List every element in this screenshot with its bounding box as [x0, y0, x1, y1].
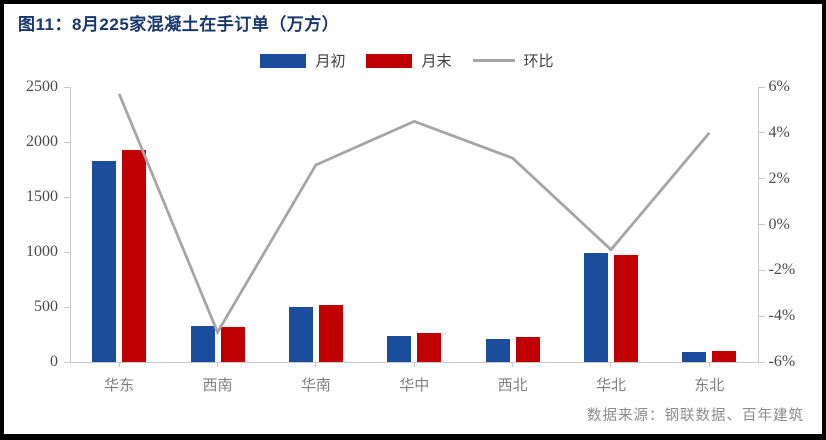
bar-月末-6	[712, 351, 737, 362]
y-right-label: 0%	[768, 215, 790, 233]
category-label-3: 华中	[399, 378, 430, 394]
category-label-0: 华东	[104, 378, 135, 394]
bar-月末-0	[122, 149, 147, 362]
y-right-label: -4%	[768, 307, 796, 325]
category-label-6: 东北	[694, 378, 725, 394]
x-tick	[512, 362, 514, 367]
y-right-label: 6%	[768, 78, 790, 95]
bar-月末-1	[220, 327, 245, 362]
y-right-tick	[758, 361, 765, 363]
legend-line-swatch-2	[472, 59, 515, 62]
x-tick	[708, 362, 710, 367]
y-left-label: 1000	[26, 243, 58, 260]
category-label-2: 华南	[300, 378, 331, 394]
y-right-label: -6%	[768, 353, 796, 370]
bar-月初-5	[583, 253, 608, 362]
category-label-5: 华北	[595, 378, 626, 394]
y-left-tick	[64, 196, 70, 198]
y-left-label: 2000	[26, 133, 58, 150]
y-left-tick	[64, 141, 70, 143]
bar-月初-2	[288, 307, 313, 362]
source-note: 数据来源：钢联数据、百年建筑	[587, 408, 804, 424]
bar-月末-5	[613, 255, 638, 362]
bar-月末-4	[515, 337, 540, 362]
y-right-label: 2%	[768, 169, 790, 187]
y-left-label: 500	[34, 298, 58, 315]
y-left-tick	[64, 306, 70, 308]
bar-月初-1	[190, 325, 215, 362]
legend-label-0: 月初	[315, 54, 346, 70]
legend-swatch-0	[260, 53, 307, 68]
y-left-tick	[64, 251, 70, 253]
y-left-label: 1500	[26, 188, 58, 205]
x-tick	[217, 362, 219, 367]
legend-label-2: 环比	[523, 54, 554, 70]
category-label-1: 西南	[202, 378, 233, 394]
legend: 月初 月末 环比	[0, 50, 826, 71]
bar-月初-6	[682, 352, 707, 362]
x-tick	[315, 362, 317, 367]
y-left-tick	[64, 86, 70, 88]
y-right-tick	[758, 132, 765, 134]
y-left-label: 2500	[26, 78, 58, 95]
bar-月初-0	[92, 160, 117, 362]
bar-月末-2	[318, 304, 343, 362]
y-right-tick	[758, 269, 765, 271]
legend-swatch-1	[366, 53, 413, 68]
y-right-tick	[758, 86, 765, 88]
y-left-label: 0	[50, 353, 58, 370]
y-right-tick	[758, 178, 765, 180]
x-tick	[610, 362, 612, 367]
ratio-line	[117, 93, 711, 336]
y-axis-left	[69, 87, 71, 362]
bar-月初-3	[387, 336, 412, 362]
bar-月末-3	[417, 333, 442, 362]
figure-title: 图11：8月225家混凝土在手订单（万方）	[18, 15, 340, 34]
y-right-label: -2%	[768, 261, 796, 279]
bar-月初-4	[485, 338, 510, 362]
category-label-4: 西北	[497, 378, 528, 394]
y-left-tick	[64, 361, 70, 363]
x-tick	[118, 362, 120, 367]
y-right-label: 4%	[768, 123, 790, 141]
legend-label-1: 月末	[421, 54, 452, 70]
x-tick	[413, 362, 415, 367]
y-right-tick	[758, 315, 765, 317]
y-right-tick	[758, 224, 765, 225]
